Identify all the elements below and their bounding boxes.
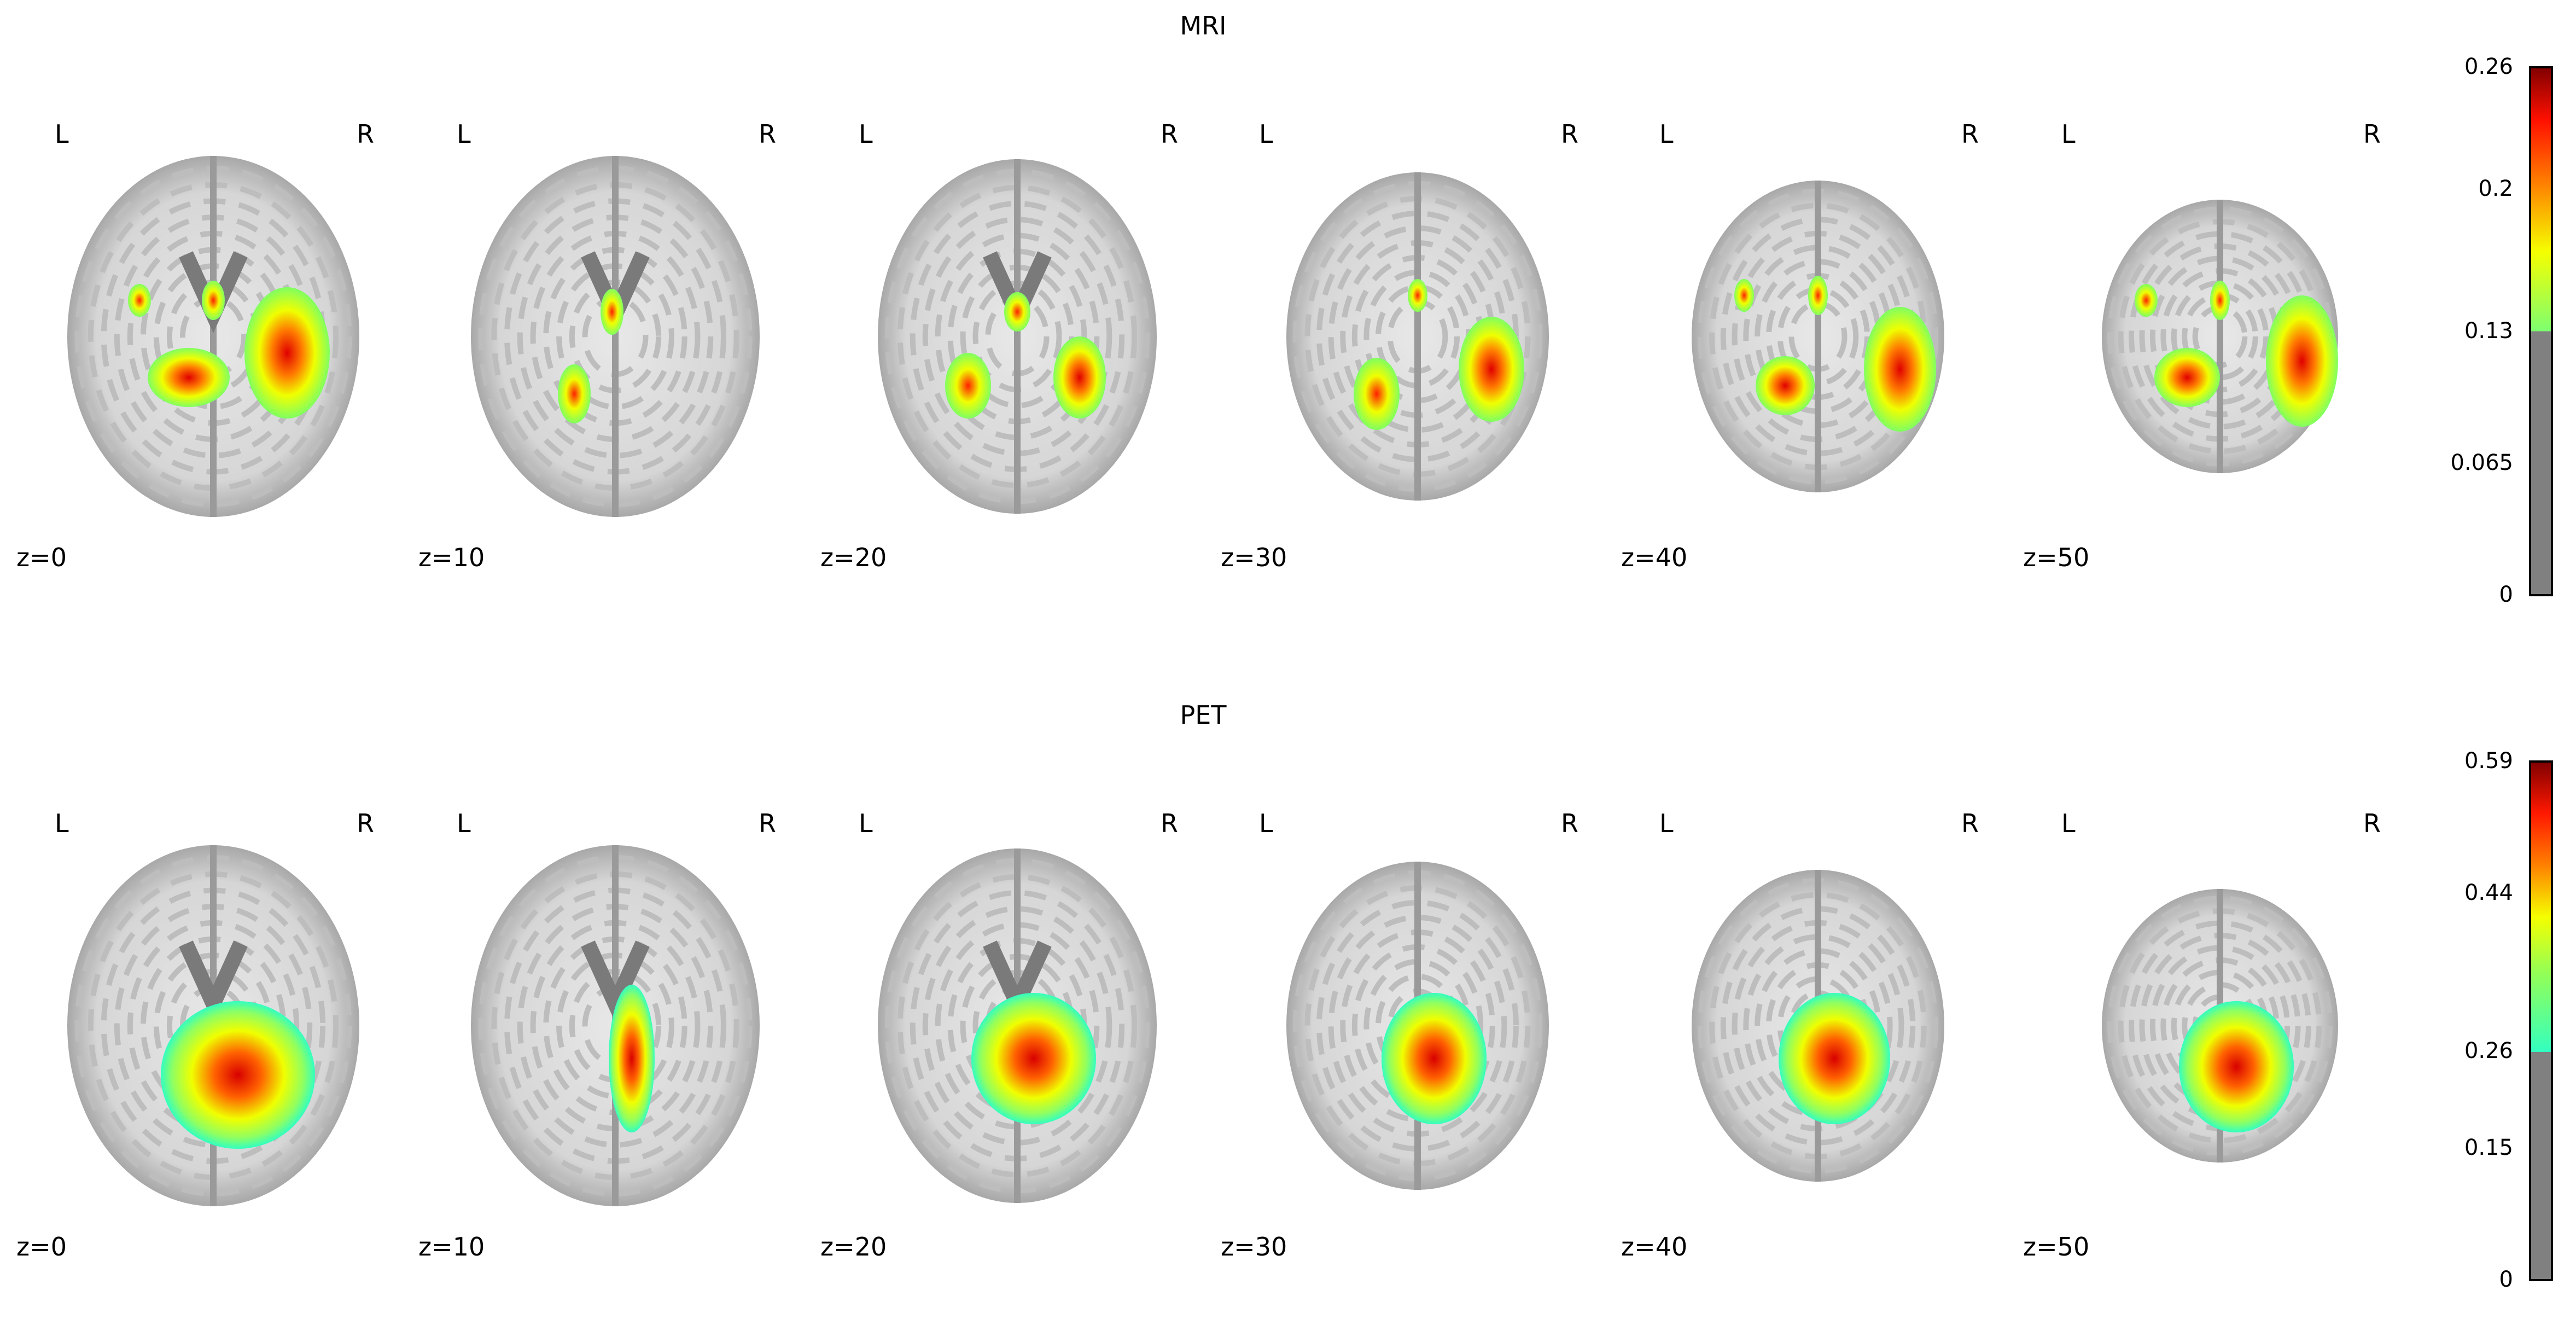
left-orientation-label: L — [859, 809, 873, 838]
activation-blob — [609, 985, 655, 1132]
activation-blob — [1382, 993, 1487, 1124]
right-orientation-label: R — [759, 809, 776, 838]
activation-blob — [1053, 336, 1106, 419]
slice-label: z=20 — [820, 1232, 887, 1262]
brain-slice-z-50 — [2102, 889, 2338, 1163]
colorbar-tick-label: 0 — [2499, 1267, 2513, 1292]
activation-blob — [161, 1001, 315, 1149]
left-orientation-label: L — [457, 809, 471, 838]
slice-label: z=50 — [2023, 543, 2090, 572]
activation-blob — [128, 284, 151, 317]
sulcus-texture — [922, 906, 1112, 1146]
slice-label: z=50 — [2023, 1232, 2090, 1262]
brain-slice-z-30 — [1286, 862, 1549, 1190]
activation-blob — [1779, 993, 1890, 1124]
brain-slice-z-50 — [2102, 200, 2338, 473]
colorbar-tick-label: 0.44 — [2464, 880, 2513, 906]
brain-slice-z-0 — [67, 845, 359, 1206]
mri-title: MRI — [1180, 11, 1227, 40]
left-orientation-label: L — [1659, 119, 1674, 149]
brain-slice-z-30 — [1286, 172, 1549, 501]
left-orientation-label: L — [1259, 809, 1273, 838]
brain-slice-z-10 — [471, 845, 760, 1206]
right-orientation-label: R — [357, 119, 374, 149]
colorbar-mri — [2529, 66, 2553, 596]
brain-slice-z-40 — [1692, 870, 1944, 1182]
left-orientation-label: L — [457, 119, 471, 149]
colorbar-pet — [2529, 760, 2553, 1281]
activation-blob — [558, 364, 591, 423]
right-orientation-label: R — [1961, 119, 1979, 149]
slice-label: z=40 — [1621, 1232, 1688, 1262]
activation-blob — [148, 348, 230, 407]
slice-label: z=10 — [418, 543, 485, 572]
slice-label: z=40 — [1621, 543, 1688, 572]
right-orientation-label: R — [2363, 119, 2381, 149]
right-orientation-label: R — [1561, 809, 1578, 838]
activation-blob — [1354, 358, 1400, 430]
colorbar-tick-label: 0.15 — [2464, 1135, 2513, 1160]
brain-slice-z-40 — [1692, 181, 1944, 492]
activation-blob — [202, 281, 225, 320]
sulcus-texture — [1316, 900, 1519, 1152]
brain-slice-z-10 — [471, 156, 760, 517]
ventricle — [179, 940, 248, 1022]
activation-blob — [601, 289, 623, 335]
activation-blob — [1004, 292, 1030, 332]
slice-label: z=0 — [16, 543, 67, 572]
right-orientation-label: R — [759, 119, 776, 149]
left-orientation-label: L — [859, 119, 873, 149]
right-orientation-label: R — [1161, 119, 1178, 149]
sulcus-texture — [1777, 287, 1859, 386]
right-orientation-label: R — [1161, 809, 1178, 838]
ventricle — [581, 940, 650, 1022]
colorbar-tick-label: 0.13 — [2464, 318, 2513, 344]
slice-label: z=10 — [418, 1232, 485, 1262]
brain-slice-z-20 — [878, 848, 1157, 1203]
slice-label: z=30 — [1221, 543, 1287, 572]
activation-blob — [1756, 356, 1815, 415]
activation-blob — [244, 287, 330, 419]
left-orientation-label: L — [1659, 809, 1674, 838]
left-orientation-label: L — [1259, 119, 1273, 149]
left-orientation-label: L — [55, 809, 69, 838]
activation-blob — [2210, 281, 2230, 320]
brain-slice-z-0 — [67, 156, 359, 517]
right-orientation-label: R — [357, 809, 374, 838]
activation-blob — [2266, 295, 2338, 427]
activation-blob — [2179, 1001, 2294, 1132]
right-orientation-label: R — [2363, 809, 2381, 838]
sulcus-texture — [897, 874, 1138, 1178]
activation-blob — [1808, 276, 1828, 315]
pet-title: PET — [1180, 700, 1227, 730]
colorbar-tick-label: 0.065 — [2450, 450, 2513, 475]
slice-label: z=0 — [16, 1232, 67, 1262]
colorbar-tick-label: 0.2 — [2478, 176, 2513, 201]
activation-blob — [1408, 279, 1427, 312]
activation-blob — [1459, 317, 1524, 422]
sulcus-texture — [1376, 284, 1460, 388]
left-orientation-label: L — [55, 119, 69, 149]
sulcus-texture — [922, 217, 1112, 456]
left-orientation-label: L — [2061, 119, 2076, 149]
activation-blob — [945, 353, 991, 419]
right-orientation-label: R — [1961, 809, 1979, 838]
activation-blob — [1864, 307, 1936, 432]
sulcus-texture — [897, 184, 1138, 489]
activation-blob — [2154, 348, 2220, 407]
activation-blob — [1734, 279, 1754, 312]
brain-slice-z-20 — [878, 159, 1157, 514]
activation-blob — [2135, 284, 2158, 317]
slice-label: z=30 — [1221, 1232, 1287, 1262]
colorbar-tick-label: 0.59 — [2464, 748, 2513, 774]
colorbar-tick-label: 0.26 — [2464, 1038, 2513, 1064]
colorbar-tick-label: 0.26 — [2464, 54, 2513, 79]
colorbar-tick-label: 0 — [2499, 582, 2513, 607]
activation-blob — [971, 993, 1096, 1124]
slice-label: z=20 — [820, 543, 887, 572]
left-orientation-label: L — [2061, 809, 2076, 838]
right-orientation-label: R — [1561, 119, 1578, 149]
